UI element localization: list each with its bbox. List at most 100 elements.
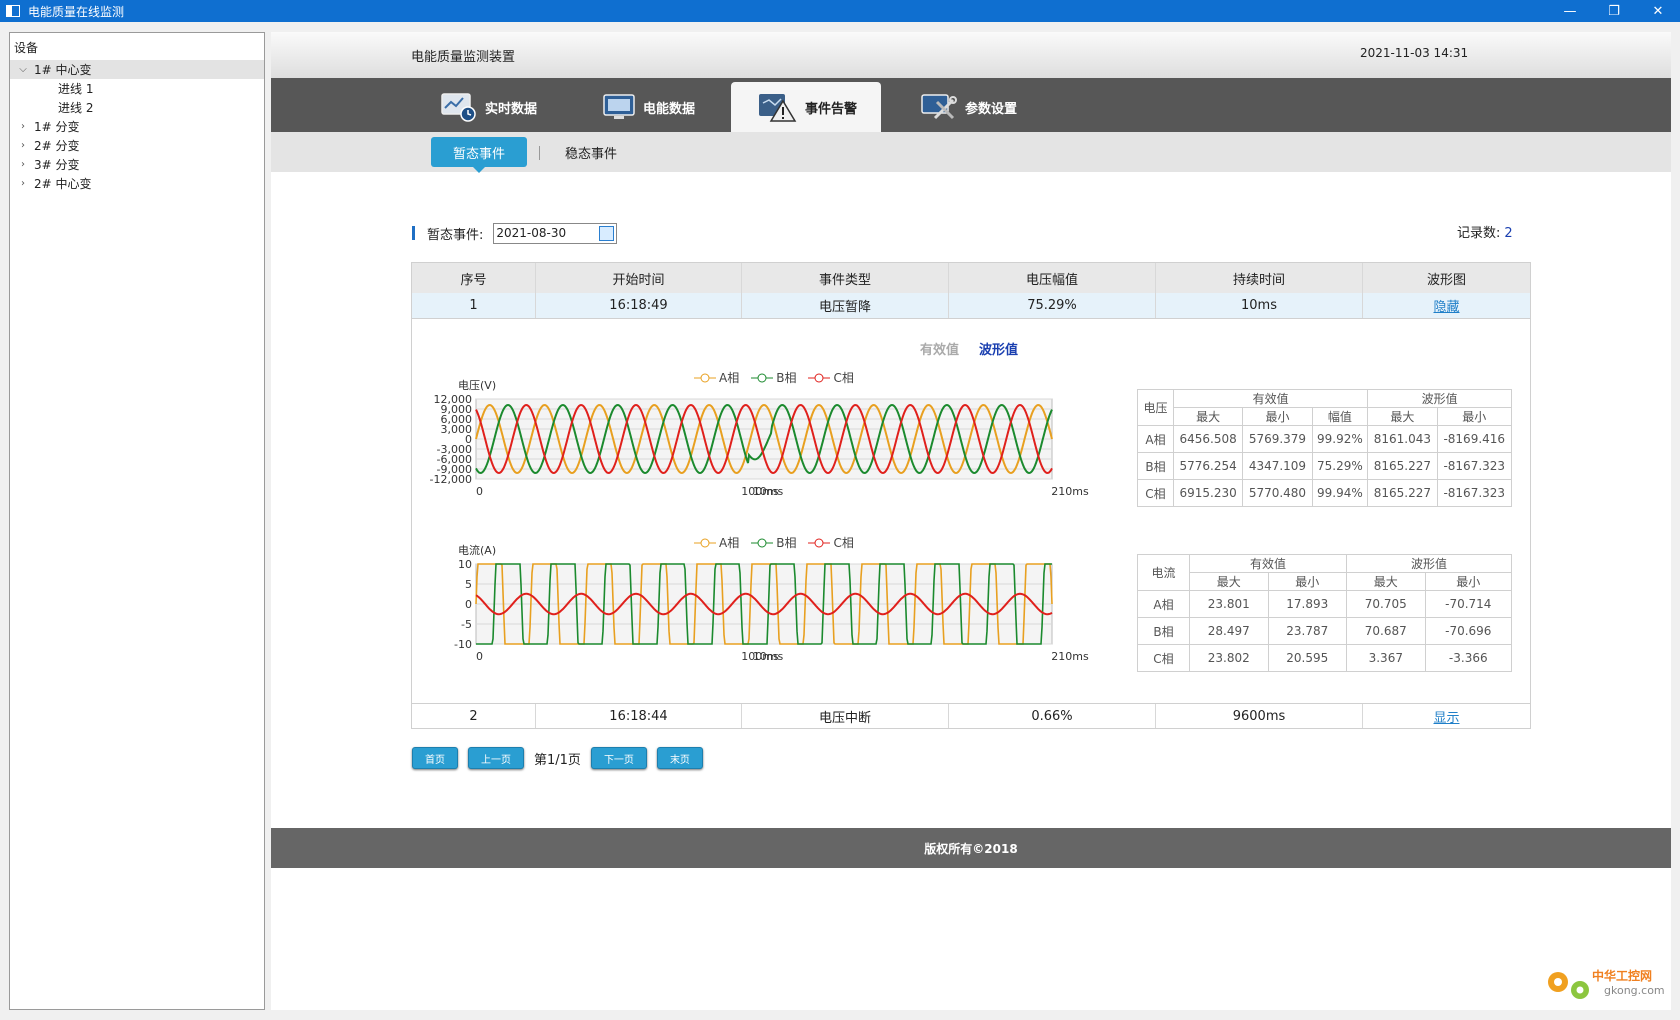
calendar-icon[interactable] (599, 225, 615, 241)
y-tick-label: -10 (454, 638, 472, 651)
first-page-button[interactable]: 首页 (412, 747, 458, 769)
chevron-right-icon[interactable]: › (21, 159, 25, 170)
legend-c-icon (808, 373, 831, 382)
tab-energy[interactable]: 电能数据 (593, 82, 705, 132)
series-line-C (475, 403, 1053, 475)
tree-item-sub-3[interactable]: › 3# 分变 (10, 155, 264, 174)
chevron-right-icon[interactable]: › (21, 121, 25, 132)
current-stats-table: 电流 有效值 波形值 最大 最小 最大 最小 A相 23.801 17.893 … (1137, 554, 1513, 672)
tab-event-alarm[interactable]: 事件告警 (731, 82, 881, 132)
stat-cell: 8165.227 (1367, 479, 1438, 507)
voltage-rms-group: 有效值 (1172, 389, 1369, 408)
tab-realtime[interactable]: 实时数据 (431, 82, 547, 132)
legend-b-icon (751, 538, 774, 547)
chevron-right-icon[interactable]: › (21, 178, 25, 189)
voltage-corner: 电压 (1137, 389, 1174, 426)
date-input[interactable]: 2021-08-30 (493, 222, 618, 244)
series-line-A (475, 403, 1053, 475)
hide-waveform-link[interactable]: 隐藏 (1433, 300, 1460, 315)
phase-label: A相 (1137, 425, 1174, 453)
phase-label: A相 (1137, 590, 1190, 618)
tree-item-line-2[interactable]: 进线 2 (10, 98, 264, 117)
legend-b-label: B相 (776, 536, 797, 550)
table-row[interactable]: 2 16:18:44 电压中断 0.66% 9600ms 显示 (412, 703, 1530, 728)
rms-toggle[interactable]: 有效值 (920, 343, 960, 358)
y-tick-label: -6,000 (437, 453, 472, 466)
close-button[interactable]: ✕ (1652, 3, 1664, 19)
col-no: 序号 (412, 263, 536, 293)
tree-item-center-1[interactable]: ⌵ 1# 中心变 (10, 60, 264, 79)
sub-header: 最小 (1267, 572, 1348, 591)
prev-page-button[interactable]: 上一页 (468, 747, 524, 769)
table-row[interactable]: 1 16:18:49 电压暂降 75.29% 10ms 隐藏 (412, 293, 1530, 318)
page-header: 电能质量监测装置 2021-11-03 14:31 (271, 32, 1671, 78)
stat-cell: 99.92% (1311, 425, 1369, 453)
sub-header: 最小 (1436, 407, 1513, 426)
tree-item-sub-2[interactable]: › 2# 分变 (10, 136, 264, 155)
subtab-divider (539, 146, 540, 160)
cell-amplitude: 0.66% (949, 704, 1156, 728)
watermark-text-1: 中华工控网 (1592, 968, 1652, 983)
x-tick-label: 210ms (1051, 650, 1089, 663)
x-tick-label: 0 (476, 650, 483, 663)
legend-c[interactable]: C相 (808, 369, 854, 386)
table-row: B相 5776.254 4347.109 75.29% 8165.227 -81… (1137, 452, 1513, 480)
tab-realtime-label: 实时数据 (485, 101, 538, 117)
y-tick-label: 3,000 (441, 423, 473, 436)
section-marker (412, 226, 415, 240)
stat-cell: 5770.480 (1242, 479, 1313, 507)
tab-steady-event[interactable]: 稳态事件 (564, 146, 617, 162)
stat-cell: 23.802 (1189, 644, 1269, 672)
stat-cell: -70.714 (1424, 590, 1513, 618)
col-event-type: 事件类型 (742, 263, 949, 293)
tab-settings[interactable]: 参数设置 (911, 82, 1027, 132)
y-tick-label: -12,000 (430, 473, 472, 486)
phase-label: B相 (1137, 617, 1190, 645)
legend-a[interactable]: A相 (694, 534, 739, 551)
legend-b[interactable]: B相 (751, 369, 796, 386)
record-count: 记录数: 2 (1457, 222, 1513, 241)
legend-a[interactable]: A相 (694, 369, 739, 386)
stat-cell: 23.801 (1189, 590, 1269, 618)
filter-label: 暂态事件: (427, 227, 484, 243)
col-start-time: 开始时间 (536, 263, 742, 293)
tree-header: 设备 (14, 41, 39, 55)
minimize-button[interactable]: — (1563, 3, 1577, 19)
legend-b[interactable]: B相 (751, 534, 796, 551)
sub-header: 幅值 (1311, 407, 1369, 426)
tree-item-label: 进线 2 (58, 101, 94, 115)
chevron-down-icon[interactable]: ⌵ (19, 64, 27, 75)
wave-toggle[interactable]: 波形值 (979, 343, 1019, 358)
legend-c[interactable]: C相 (808, 534, 854, 551)
app-icon (6, 5, 20, 17)
y-tick-label: 0 (465, 598, 472, 611)
stat-cell: 75.29% (1311, 452, 1369, 480)
cell-no: 2 (412, 704, 536, 728)
tab-event-alarm-label: 事件告警 (805, 101, 858, 117)
footer: 版权所有©2018 (271, 828, 1671, 868)
tree-item-sub-1[interactable]: › 1# 分变 (10, 117, 264, 136)
chevron-right-icon[interactable]: › (21, 140, 25, 151)
legend-b-label: B相 (776, 371, 797, 385)
show-waveform-link[interactable]: 显示 (1433, 710, 1460, 726)
table-row: B相 28.497 23.787 70.687 -70.696 (1137, 617, 1513, 645)
last-page-button[interactable]: 末页 (656, 747, 703, 769)
legend-a-icon (694, 538, 716, 547)
window-titlebar: 电能质量在线监测 — ❐ ✕ (0, 0, 1680, 22)
y-tick-label: 5 (465, 578, 472, 591)
y-tick-label: -3,000 (437, 443, 472, 456)
stat-cell: 17.893 (1267, 590, 1348, 618)
restore-button[interactable]: ❐ (1608, 3, 1620, 19)
cell-duration: 10ms (1156, 293, 1363, 318)
phase-label: C相 (1137, 644, 1190, 672)
y-tick-label: -9,000 (437, 463, 472, 476)
pagination: 首页 上一页 第1/1页 下一页 末页 (412, 747, 703, 769)
device-tree: 设备 ⌵ 1# 中心变 进线 1 进线 2 › 1# 分变 › 2# 分变 › … (9, 32, 265, 1010)
tree-item-line-1[interactable]: 进线 1 (10, 79, 264, 98)
tree-item-center-2[interactable]: › 2# 中心变 (10, 174, 264, 193)
main-nav: 实时数据 电能数据 事件告警 (271, 78, 1671, 132)
tab-transient-event[interactable]: 暂态事件 (431, 137, 527, 173)
next-page-button[interactable]: 下一页 (590, 747, 647, 769)
tree-item-label: 3# 分变 (34, 158, 80, 172)
